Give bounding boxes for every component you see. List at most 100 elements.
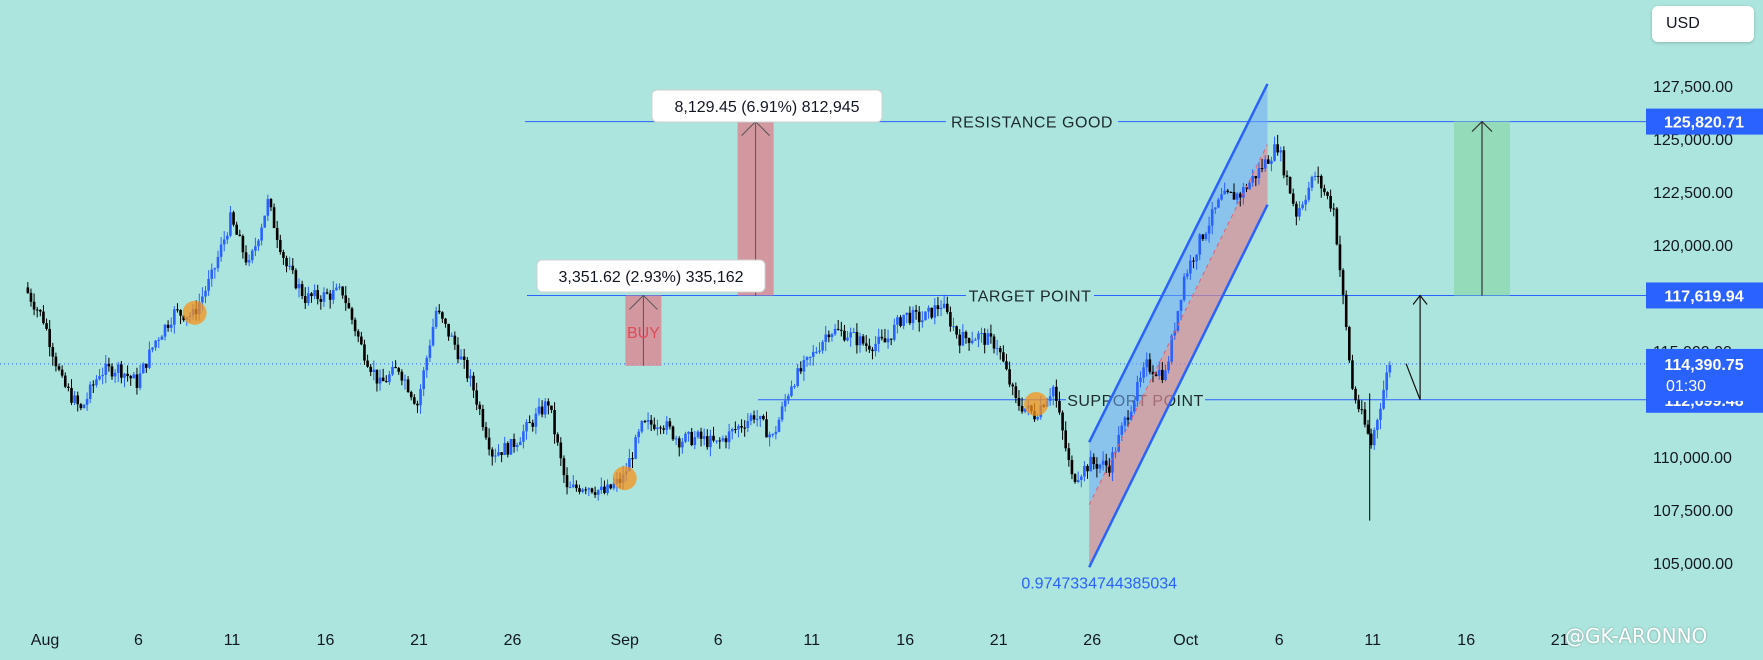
candle bbox=[1108, 458, 1111, 477]
candle bbox=[428, 339, 432, 362]
channel-upper-fill bbox=[1089, 83, 1268, 505]
candle bbox=[344, 286, 348, 311]
candle-body bbox=[394, 366, 397, 369]
candle bbox=[1348, 325, 1351, 363]
candle bbox=[472, 372, 475, 398]
candle-body bbox=[603, 486, 606, 494]
candle bbox=[1388, 361, 1392, 378]
candle-body bbox=[151, 347, 154, 350]
candle-body bbox=[1198, 234, 1202, 255]
candle bbox=[852, 327, 856, 333]
candle bbox=[409, 390, 413, 401]
candle bbox=[481, 404, 485, 431]
candle-body bbox=[737, 425, 740, 430]
candle-body bbox=[82, 404, 86, 409]
current-price-text: 114,390.75 bbox=[1664, 357, 1743, 374]
candle-body bbox=[1179, 299, 1183, 311]
candle bbox=[406, 376, 410, 393]
candle bbox=[1048, 388, 1052, 406]
candle bbox=[864, 335, 868, 352]
candle bbox=[631, 452, 634, 469]
candle bbox=[1316, 166, 1320, 184]
candle bbox=[1154, 371, 1158, 377]
candle-body bbox=[1126, 417, 1130, 420]
candle bbox=[871, 347, 874, 360]
candle bbox=[1357, 394, 1360, 413]
candle bbox=[790, 380, 793, 398]
candle bbox=[799, 361, 803, 375]
candle-body bbox=[709, 435, 712, 448]
candle bbox=[606, 479, 609, 496]
x-tick-label: 16 bbox=[317, 632, 335, 649]
candle bbox=[568, 481, 572, 489]
candle-body bbox=[285, 257, 288, 267]
candle bbox=[1360, 400, 1364, 415]
candle bbox=[403, 374, 407, 390]
candle bbox=[1298, 201, 1301, 221]
candle bbox=[693, 430, 697, 450]
y-tick-label: 122,500.00 bbox=[1653, 185, 1733, 202]
currency-selector-button[interactable]: USD bbox=[1652, 6, 1754, 42]
candle bbox=[241, 234, 245, 259]
candle bbox=[266, 194, 270, 221]
candle-body bbox=[836, 328, 840, 330]
candle bbox=[1313, 171, 1317, 181]
candle bbox=[1220, 188, 1223, 201]
candle-body bbox=[67, 386, 70, 388]
candle bbox=[737, 424, 740, 438]
candle bbox=[1379, 403, 1382, 430]
candle-body bbox=[1326, 192, 1329, 196]
candle-body bbox=[1251, 176, 1255, 183]
candle-body bbox=[88, 384, 92, 399]
candle bbox=[506, 441, 510, 458]
candle-body bbox=[871, 349, 874, 352]
candle-body bbox=[1201, 234, 1205, 240]
candle bbox=[1129, 405, 1133, 421]
candle-body bbox=[1220, 194, 1223, 200]
candle-body bbox=[260, 227, 263, 241]
candle-body bbox=[506, 443, 510, 455]
candle bbox=[780, 401, 784, 423]
candle-body bbox=[73, 395, 76, 403]
candle bbox=[347, 297, 351, 309]
candle bbox=[1067, 442, 1071, 467]
candle-body bbox=[846, 337, 849, 341]
candle bbox=[1260, 158, 1264, 173]
candle-body bbox=[1139, 377, 1142, 382]
channel-mid-line bbox=[1088, 144, 1268, 505]
event-marker-icon bbox=[612, 466, 637, 491]
candle-body bbox=[475, 390, 478, 405]
candle-body bbox=[811, 351, 815, 357]
candle bbox=[459, 349, 463, 361]
candle-body bbox=[1123, 417, 1127, 426]
candle-body bbox=[388, 374, 391, 383]
candle-body bbox=[942, 303, 946, 308]
candle-body bbox=[584, 489, 588, 491]
candle bbox=[1008, 361, 1011, 388]
candle-body bbox=[350, 308, 354, 320]
candle-body bbox=[138, 373, 142, 388]
x-tick-label: Aug bbox=[31, 632, 59, 649]
candle bbox=[316, 284, 320, 305]
candle-body bbox=[861, 336, 865, 344]
candle bbox=[550, 405, 553, 414]
candle-body bbox=[132, 374, 136, 379]
candle bbox=[1382, 380, 1385, 411]
candle-body bbox=[204, 290, 207, 297]
candle bbox=[70, 379, 73, 406]
candle-body bbox=[1011, 384, 1015, 387]
candle-body bbox=[765, 419, 768, 438]
candle bbox=[250, 248, 254, 264]
candle bbox=[840, 321, 843, 337]
candle bbox=[743, 420, 746, 437]
candle-body bbox=[540, 406, 544, 415]
candle bbox=[263, 215, 267, 229]
candle-body bbox=[967, 338, 971, 344]
candle-body bbox=[1048, 396, 1052, 401]
candle bbox=[1073, 473, 1077, 484]
candle-body bbox=[275, 227, 279, 240]
candle-body bbox=[715, 440, 718, 442]
candle bbox=[163, 323, 167, 341]
candle bbox=[63, 372, 67, 389]
